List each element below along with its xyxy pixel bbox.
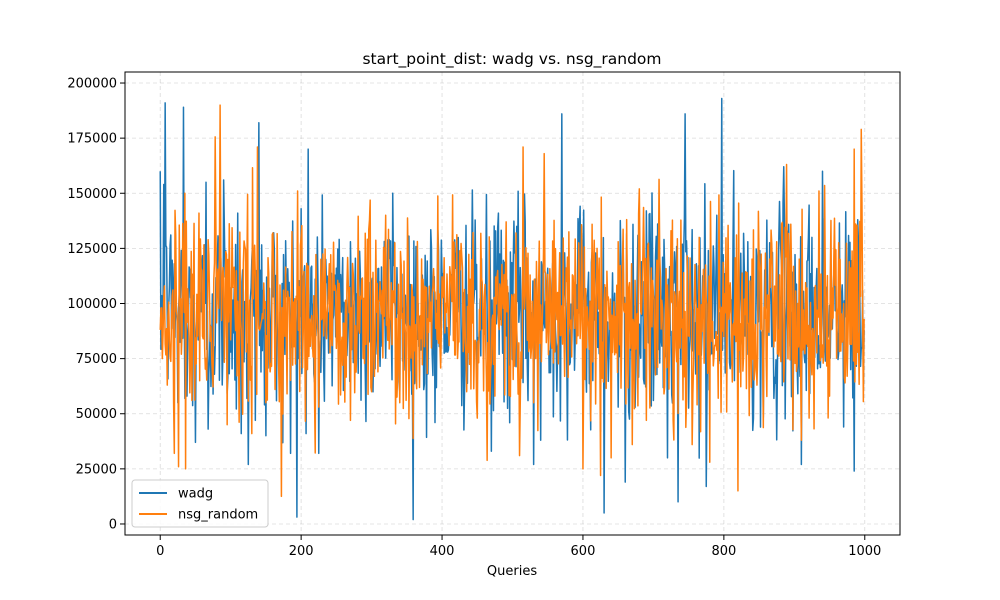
y-tick-label: 125000 bbox=[67, 242, 117, 257]
x-tick-label: 800 bbox=[711, 544, 736, 559]
legend-label-nsg-random: nsg_random bbox=[178, 508, 258, 523]
y-tick-label: 50000 bbox=[76, 407, 117, 422]
y-tick-label: 200000 bbox=[67, 77, 117, 92]
legend-label-wadg: wadg bbox=[178, 487, 213, 502]
x-axis-label: Queries bbox=[487, 564, 537, 579]
y-tick-label: 75000 bbox=[76, 352, 117, 367]
series-layer bbox=[159, 97, 865, 521]
x-axis: 0 200 400 600 800 1000 bbox=[156, 535, 881, 559]
legend: wadg nsg_random bbox=[131, 479, 269, 528]
y-tick-label: 0 bbox=[109, 517, 117, 532]
x-tick-label: 200 bbox=[289, 544, 314, 559]
x-tick-label: 1000 bbox=[848, 544, 881, 559]
x-tick-label: 600 bbox=[571, 544, 596, 559]
y-tick-label: 175000 bbox=[67, 132, 117, 147]
chart-title: start_point_dist: wadg vs. nsg_random bbox=[362, 50, 661, 69]
x-tick-label: 0 bbox=[156, 544, 164, 559]
y-tick-label: 100000 bbox=[67, 297, 117, 312]
y-tick-label: 150000 bbox=[67, 187, 117, 202]
y-tick-label: 25000 bbox=[76, 462, 117, 477]
x-tick-label: 400 bbox=[430, 544, 455, 559]
series-line-nsg-random bbox=[159, 104, 865, 498]
y-axis: 0 25000 50000 75000 100000 125000 150000 175000… bbox=[67, 77, 125, 532]
legend-box bbox=[131, 479, 269, 528]
